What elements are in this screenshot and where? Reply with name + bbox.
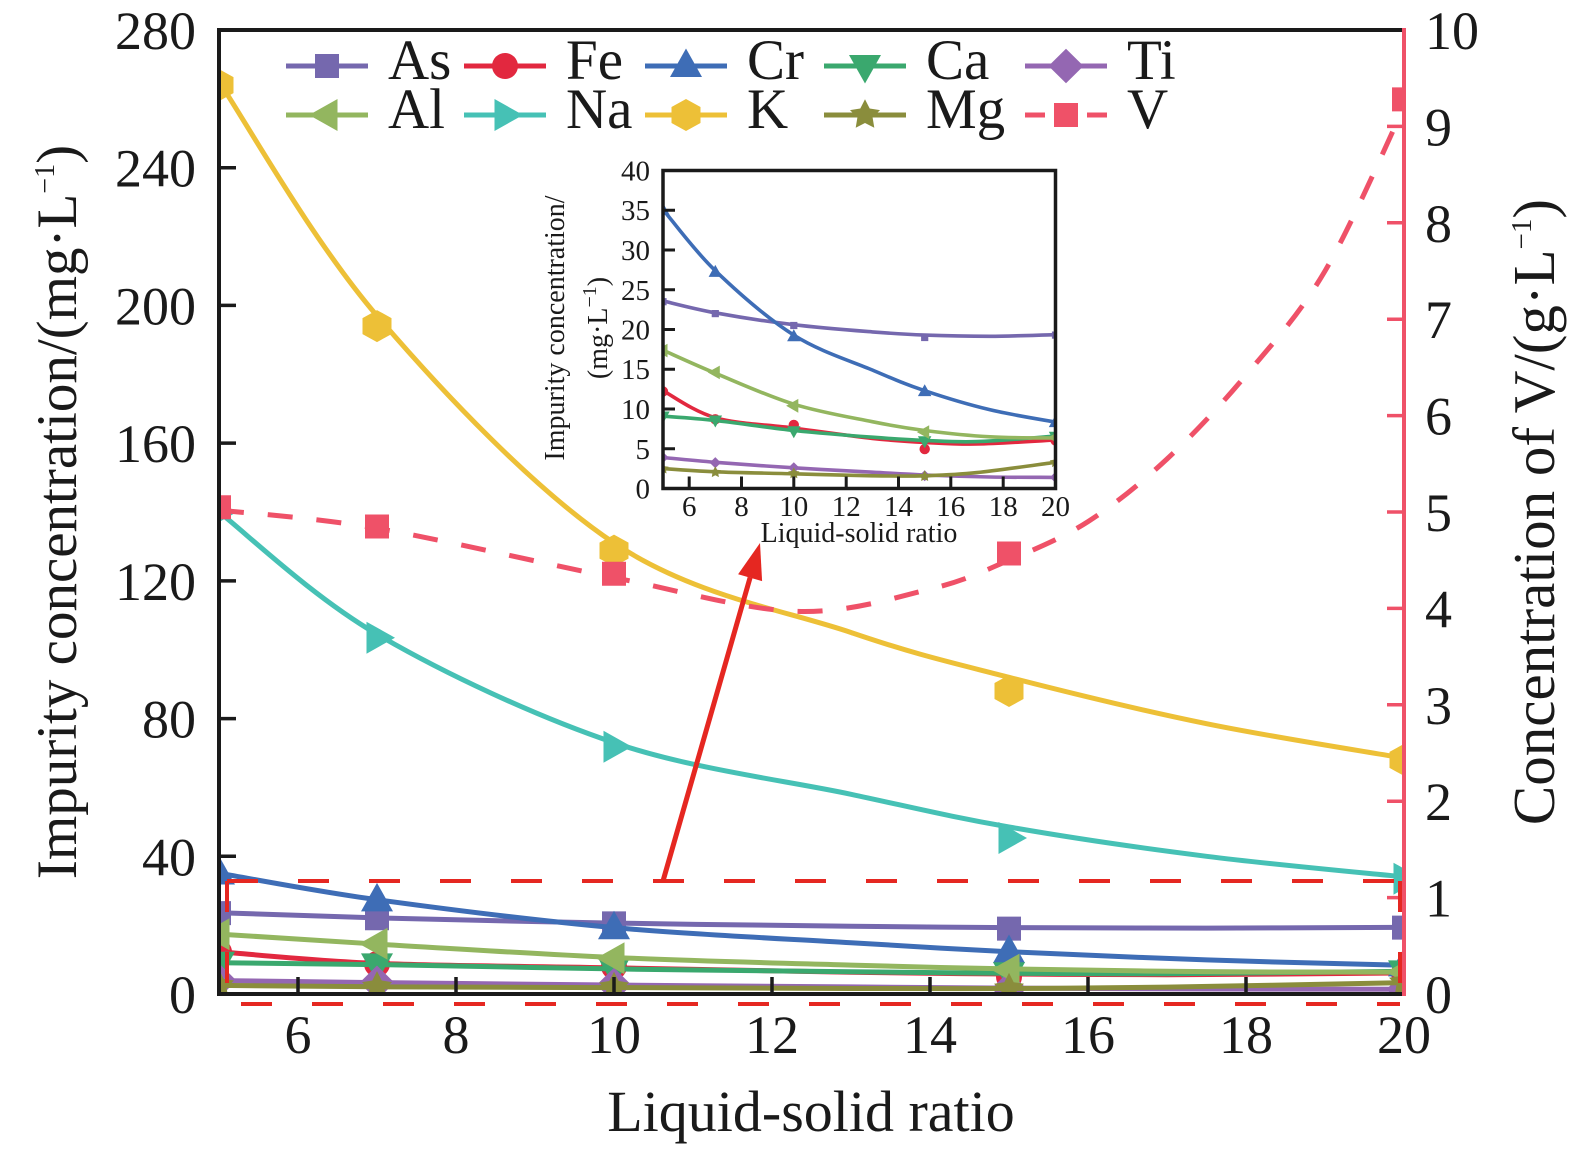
svg-text:6: 6 (682, 491, 697, 523)
svg-text:40: 40 (621, 156, 650, 188)
svg-text:Impurity concentration/(mg·L−1: Impurity concentration/(mg·L−1) (26, 145, 89, 879)
svg-text:0: 0 (636, 474, 651, 506)
svg-text:1: 1 (1425, 869, 1452, 929)
svg-text:20: 20 (1041, 491, 1070, 523)
svg-text:40: 40 (142, 827, 196, 887)
svg-text:Liquid-solid ratio: Liquid-solid ratio (761, 518, 958, 549)
svg-text:8: 8 (1425, 194, 1452, 254)
svg-text:8: 8 (734, 491, 749, 523)
svg-text:6: 6 (285, 1005, 312, 1065)
svg-text:Al: Al (388, 78, 445, 141)
svg-text:As: As (388, 29, 451, 92)
svg-text:4: 4 (1425, 579, 1452, 639)
svg-text:12: 12 (832, 491, 861, 523)
svg-text:0: 0 (1425, 965, 1452, 1025)
svg-text:18: 18 (1219, 1005, 1273, 1065)
svg-text:6: 6 (1425, 387, 1452, 447)
svg-text:Ca: Ca (926, 29, 989, 92)
svg-text:160: 160 (115, 414, 196, 474)
svg-text:10: 10 (587, 1005, 641, 1065)
svg-text:16: 16 (1061, 1005, 1115, 1065)
svg-text:15: 15 (621, 354, 650, 386)
svg-text:Liquid-solid ratio: Liquid-solid ratio (607, 1079, 1015, 1144)
svg-text:8: 8 (443, 1005, 470, 1065)
svg-text:20: 20 (1377, 1005, 1431, 1065)
svg-text:25: 25 (621, 275, 650, 307)
svg-text:K: K (747, 78, 788, 141)
svg-text:Concentration of V/(g·L−1): Concentration of V/(g·L−1) (1501, 199, 1567, 825)
svg-text:Mg: Mg (926, 78, 1005, 141)
svg-text:V: V (1127, 78, 1168, 141)
svg-text:14: 14 (884, 491, 914, 523)
svg-text:80: 80 (142, 690, 196, 750)
svg-text:12: 12 (745, 1005, 799, 1065)
svg-text:10: 10 (621, 394, 650, 426)
svg-text:Cr: Cr (747, 29, 804, 92)
svg-text:7: 7 (1425, 290, 1452, 350)
svg-text:35: 35 (621, 195, 650, 227)
svg-text:280: 280 (115, 1, 196, 61)
svg-text:30: 30 (621, 235, 650, 267)
svg-text:0: 0 (169, 965, 196, 1025)
svg-text:2: 2 (1425, 772, 1452, 832)
svg-text:Na: Na (566, 78, 632, 141)
svg-text:200: 200 (115, 276, 196, 336)
svg-text:Impurity concentration/: Impurity concentration/ (540, 195, 571, 460)
svg-text:Fe: Fe (566, 29, 623, 92)
svg-text:18: 18 (989, 491, 1018, 523)
svg-text:14: 14 (903, 1005, 957, 1065)
svg-text:20: 20 (621, 315, 650, 347)
svg-text:120: 120 (115, 552, 196, 612)
svg-text:10: 10 (779, 491, 808, 523)
svg-text:10: 10 (1425, 1, 1479, 61)
svg-text:Ti: Ti (1127, 29, 1176, 92)
svg-text:16: 16 (936, 491, 965, 523)
svg-text:9: 9 (1425, 97, 1452, 157)
svg-text:3: 3 (1425, 676, 1452, 736)
svg-text:240: 240 (115, 139, 196, 199)
svg-text:5: 5 (636, 434, 651, 466)
svg-text:5: 5 (1425, 483, 1452, 543)
